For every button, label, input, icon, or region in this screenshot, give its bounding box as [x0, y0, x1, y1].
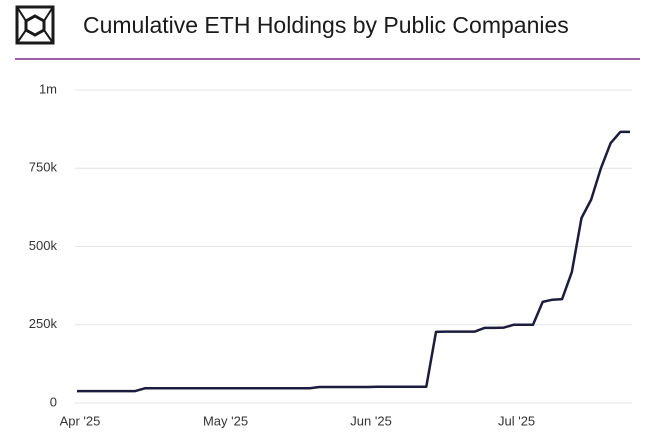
logo	[15, 5, 55, 45]
x-tick-label: Apr '25	[60, 413, 101, 428]
y-tick-label: 0	[50, 394, 57, 409]
x-tick-label: Jul '25	[498, 413, 535, 428]
y-tick-label: 750k	[29, 160, 58, 175]
y-tick-label: 500k	[29, 238, 58, 253]
y-tick-label: 250k	[29, 316, 58, 331]
y-tick-label: 1m	[39, 81, 57, 96]
logo-cube	[24, 14, 46, 37]
logo-lines	[16, 6, 54, 44]
x-tick-label: Jun '25	[350, 413, 392, 428]
data-line	[77, 130, 630, 393]
x-tick-label: May '25	[203, 413, 248, 428]
chart-title: Cumulative ETH Holdings by Public Compan…	[83, 12, 569, 38]
logo-frame	[15, 5, 55, 45]
